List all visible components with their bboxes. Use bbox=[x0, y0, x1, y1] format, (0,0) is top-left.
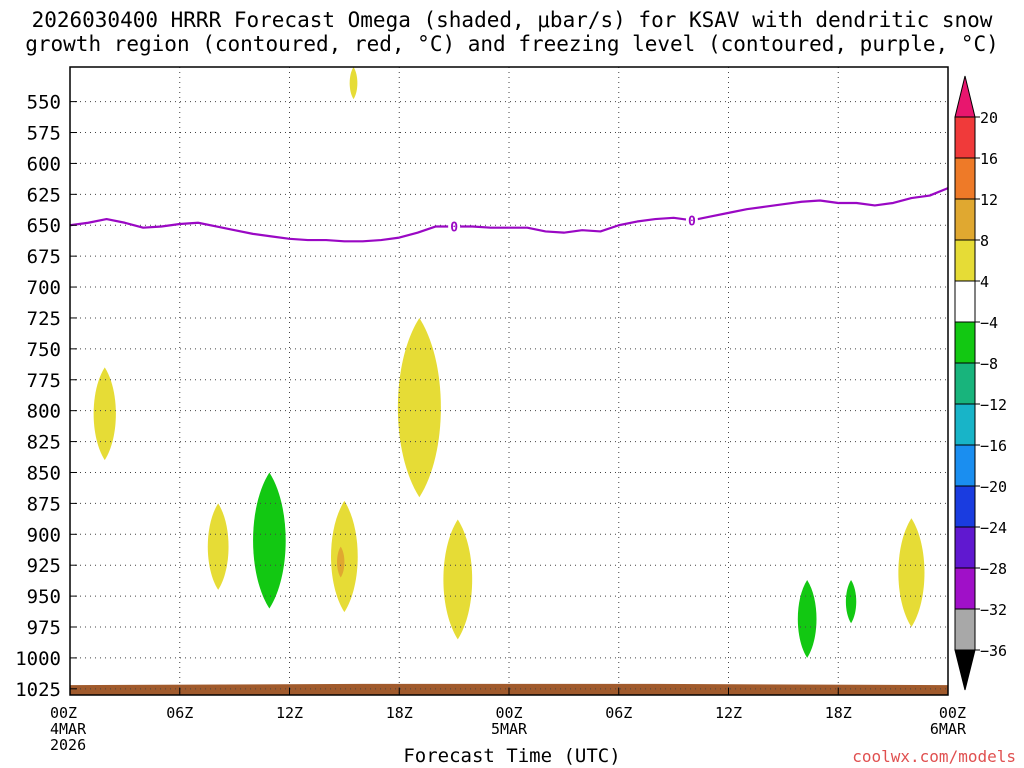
colorbar-label-12: −28 bbox=[980, 560, 1007, 578]
freezing-level-line bbox=[69, 187, 949, 243]
y-tick-label-900: 900 bbox=[27, 524, 61, 546]
credit-text: coolwx.com/models bbox=[852, 747, 1016, 766]
omega-region-3 bbox=[397, 317, 441, 498]
x-tick-label-18-1: 18Z bbox=[386, 704, 413, 722]
omega-region-6 bbox=[443, 519, 473, 640]
colorbar-segment-6 bbox=[954, 321, 976, 364]
colorbar-label-9: −16 bbox=[980, 437, 1007, 455]
colorbar-segment-8 bbox=[954, 403, 976, 446]
colorbar-label-3: 12 bbox=[980, 191, 998, 209]
x-tick-label-48-2: 6MAR bbox=[930, 720, 967, 738]
colorbar-label-4: 8 bbox=[980, 232, 989, 250]
omega-region-9 bbox=[253, 472, 286, 609]
x-tick-label-0-3: 2026 bbox=[50, 736, 86, 754]
y-tick-label-575: 575 bbox=[27, 123, 61, 145]
omega-region-11 bbox=[845, 580, 857, 624]
y-tick-label-775: 775 bbox=[27, 370, 61, 392]
colorbar-segment-12 bbox=[954, 567, 976, 610]
y-tick-label-875: 875 bbox=[27, 493, 61, 515]
freezing-label-bg-1 bbox=[448, 218, 461, 235]
colorbar-segment-4 bbox=[954, 239, 976, 282]
x-tick-label-30-1: 06Z bbox=[605, 704, 632, 722]
colorbar-segment-10 bbox=[954, 485, 976, 528]
colorbar-label-6: −4 bbox=[980, 314, 998, 332]
colorbar-segment-1 bbox=[954, 116, 976, 159]
chart-title-line-2: growth region (contoured, red, °C) and f… bbox=[25, 32, 999, 56]
x-tick-label-12-1: 12Z bbox=[276, 704, 303, 722]
plot-area: 0 0 550 575 600 625 650 675 700 725 750 775 800 825 85… bbox=[15, 66, 967, 754]
colorbar-segment-13 bbox=[954, 608, 976, 651]
colorbar-segment-9 bbox=[954, 444, 976, 487]
freezing-level-label-1: 0 bbox=[450, 220, 458, 235]
colorbar-label-8: −12 bbox=[980, 396, 1007, 414]
colorbar-label-1: 20 bbox=[980, 109, 998, 127]
y-tick-label-800: 800 bbox=[27, 401, 61, 423]
colorbar-segment-5 bbox=[954, 280, 976, 323]
omega-region-2 bbox=[93, 367, 116, 461]
y-tick-label-700: 700 bbox=[27, 277, 61, 299]
x-tick-label-36-1: 12Z bbox=[715, 704, 742, 722]
freezing-label-bg-2 bbox=[685, 212, 698, 229]
x-tick-label-0-2: 4MAR bbox=[50, 720, 87, 738]
colorbar-segment-3 bbox=[954, 198, 976, 241]
y-tick-label-950: 950 bbox=[27, 586, 61, 608]
omega-region-1 bbox=[349, 67, 358, 100]
colorbar-label-5: 4 bbox=[980, 273, 989, 291]
freezing-level-label-2: 0 bbox=[688, 214, 696, 229]
y-tick-label-1000: 1000 bbox=[15, 648, 61, 670]
colorbar-label-7: −8 bbox=[980, 355, 998, 373]
y-tick-label-825: 825 bbox=[27, 432, 61, 454]
y-tick-label-600: 600 bbox=[27, 153, 61, 175]
colorbar-segment-7 bbox=[954, 362, 976, 405]
y-tick-label-925: 925 bbox=[27, 555, 61, 577]
y-tick-label-975: 975 bbox=[27, 617, 61, 639]
colorbar-label-13: −32 bbox=[980, 601, 1007, 619]
x-tick-label-24-1: 00Z bbox=[495, 704, 522, 722]
colorbar-bottom-triangle bbox=[954, 649, 976, 691]
chart-title-line-1: 2026030400 HRRR Forecast Omega (shaded, … bbox=[31, 8, 993, 32]
omega-region-4 bbox=[207, 503, 229, 590]
colorbar-legend: 20 16 12 8 4 −4 −8 −12 −16 −20 −24 −28 −32 −36 bbox=[954, 75, 1007, 691]
y-tick-label-1025: 1025 bbox=[15, 679, 61, 701]
y-tick-label-725: 725 bbox=[27, 308, 61, 330]
omega-region-8 bbox=[337, 546, 345, 578]
colorbar-segment-11 bbox=[954, 526, 976, 569]
x-tick-label-24-2: 5MAR bbox=[491, 720, 528, 738]
y-tick-label-850: 850 bbox=[27, 462, 61, 484]
colorbar-label-14: −36 bbox=[980, 642, 1007, 660]
omega-region-7 bbox=[898, 518, 925, 628]
colorbar-label-11: −24 bbox=[980, 519, 1007, 537]
x-tick-label-42-1: 18Z bbox=[825, 704, 852, 722]
colorbar-segment-2 bbox=[954, 157, 976, 200]
x-tick-label-0-1: 00Z bbox=[50, 704, 77, 722]
y-tick-label-625: 625 bbox=[27, 184, 61, 206]
omega-region-10 bbox=[797, 580, 817, 658]
x-axis-label: Forecast Time (UTC) bbox=[403, 745, 621, 767]
plot-background bbox=[70, 67, 948, 695]
x-tick-label-6-1: 06Z bbox=[166, 704, 193, 722]
colorbar-top-triangle bbox=[954, 75, 976, 118]
y-tick-label-650: 650 bbox=[27, 215, 61, 237]
y-tick-label-550: 550 bbox=[27, 92, 61, 114]
y-tick-label-675: 675 bbox=[27, 246, 61, 268]
x-tick-label-48-1: 00Z bbox=[939, 704, 966, 722]
colorbar-label-2: 16 bbox=[980, 150, 998, 168]
omega-region-5 bbox=[331, 500, 358, 613]
y-tick-label-750: 750 bbox=[27, 339, 61, 361]
colorbar-label-10: −20 bbox=[980, 478, 1007, 496]
